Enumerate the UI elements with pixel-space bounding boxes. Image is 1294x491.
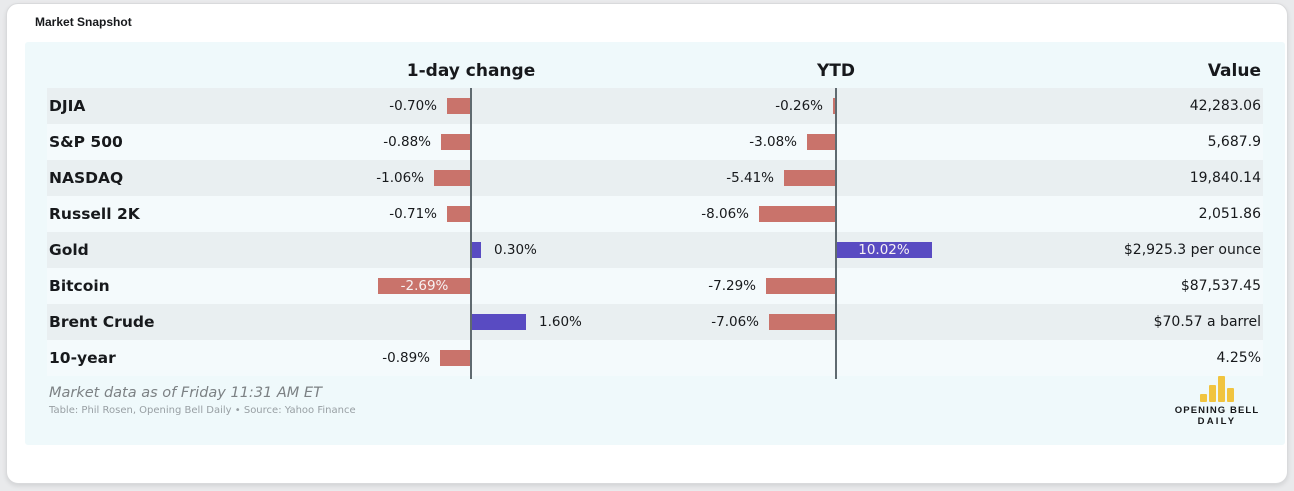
opening-bell-daily-logo: OPENING BELL DAILY	[1167, 375, 1267, 427]
one-day-change-bar	[471, 314, 526, 330]
one-day-change-bar	[447, 206, 471, 222]
ytd-bar	[784, 170, 836, 186]
bar-value-label: 10.02%	[858, 242, 910, 258]
ytd-bar	[807, 134, 836, 150]
row-label: NASDAQ	[49, 169, 124, 187]
row-value: $2,925.3 per ounce	[1123, 242, 1261, 258]
column-header-value: Value	[1207, 61, 1261, 81]
table-row: DJIA -0.70% -0.26% 42,283.06	[47, 88, 1263, 124]
column-header-ytd: YTD	[816, 61, 856, 81]
ytd-bar	[759, 206, 836, 222]
bar-value-label: -2.69%	[400, 278, 449, 294]
bar-value-label: -0.88%	[383, 134, 431, 150]
bar-value-label: -0.26%	[775, 98, 823, 114]
row-label: S&P 500	[49, 133, 123, 151]
one-day-change-bar	[441, 134, 471, 150]
ytd-bar	[766, 278, 836, 294]
row-value: 42,283.06	[1189, 98, 1261, 114]
one-day-change-bar	[447, 98, 471, 114]
table-row: 10-year -0.89% 4.25%	[47, 340, 1263, 376]
bar-value-label: 1.60%	[539, 314, 582, 330]
logo-bar	[1218, 376, 1225, 402]
bar-value-label: -7.06%	[711, 314, 759, 330]
market-table: 1-day change YTD Value DJIA -0.70% -0.26% 4…	[47, 42, 1263, 379]
row-label: Gold	[49, 241, 89, 259]
table-row: S&P 500 -0.88% -3.08% 5,687.9	[47, 124, 1263, 160]
row-value: $70.57 a barrel	[1153, 314, 1261, 330]
row-value: $87,537.45	[1180, 278, 1261, 294]
logo-text-line2: DAILY	[1197, 416, 1237, 427]
table-row: Bitcoin -2.69% -7.29% $87,537.45	[47, 268, 1263, 304]
ytd-axis-line	[835, 88, 837, 379]
table-row: NASDAQ -1.06% -5.41% 19,840.14	[47, 160, 1263, 196]
one-day-change-bar	[434, 170, 471, 186]
bar-value-label: -7.29%	[708, 278, 756, 294]
one-day-axis-line	[470, 88, 472, 379]
logo-bar	[1227, 388, 1234, 402]
ytd-bar	[769, 314, 836, 330]
row-label: 10-year	[49, 349, 116, 367]
table-header: 1-day change YTD Value	[47, 42, 1263, 90]
row-value: 5,687.9	[1207, 134, 1261, 150]
credit-note: Table: Phil Rosen, Opening Bell Daily • …	[49, 405, 356, 416]
bar-value-label: 0.30%	[494, 242, 537, 258]
one-day-change-bar	[440, 350, 471, 366]
row-label: Brent Crude	[49, 313, 155, 331]
bar-value-label: -0.71%	[389, 206, 437, 222]
bar-value-label: -3.08%	[749, 134, 797, 150]
bar-value-label: -0.89%	[382, 350, 430, 366]
row-label: Bitcoin	[49, 277, 110, 295]
table-rows: DJIA -0.70% -0.26% 42,283.06 S&P 500 -0.88% -3…	[47, 88, 1263, 376]
bar-value-label: -8.06%	[701, 206, 749, 222]
bar-value-label: -0.70%	[389, 98, 437, 114]
one-day-change-bar	[471, 242, 481, 258]
logo-text-line1: OPENING BELL	[1174, 405, 1260, 416]
row-label: Russell 2K	[49, 205, 140, 223]
row-value: 19,840.14	[1189, 170, 1261, 186]
app-panel: Market Snapshot 1-day change YTD Value D…	[6, 3, 1288, 484]
table-row: Russell 2K -0.71% -8.06% 2,051.86	[47, 196, 1263, 232]
asof-note: Market data as of Friday 11:31 AM ET	[49, 385, 322, 401]
logo-bar	[1200, 394, 1207, 402]
ytd-bar: 10.02%	[836, 242, 932, 258]
logo-bar	[1209, 385, 1216, 402]
row-value: 4.25%	[1216, 350, 1261, 366]
row-label: DJIA	[49, 97, 86, 115]
bar-chart-icon	[1167, 375, 1267, 402]
column-header-one-day-change: 1-day change	[406, 61, 536, 81]
table-row: Gold 0.30% 10.02% $2,925.3 per ounce	[47, 232, 1263, 268]
page-title: Market Snapshot	[35, 15, 132, 29]
table-row: Brent Crude 1.60% -7.06% $70.57 a barrel	[47, 304, 1263, 340]
one-day-change-bar: -2.69%	[378, 278, 471, 294]
bar-value-label: -1.06%	[376, 170, 424, 186]
ytd-bar	[833, 98, 836, 114]
bar-value-label: -5.41%	[726, 170, 774, 186]
row-value: 2,051.86	[1198, 206, 1261, 222]
market-snapshot-card: 1-day change YTD Value DJIA -0.70% -0.26% 4…	[25, 42, 1285, 445]
